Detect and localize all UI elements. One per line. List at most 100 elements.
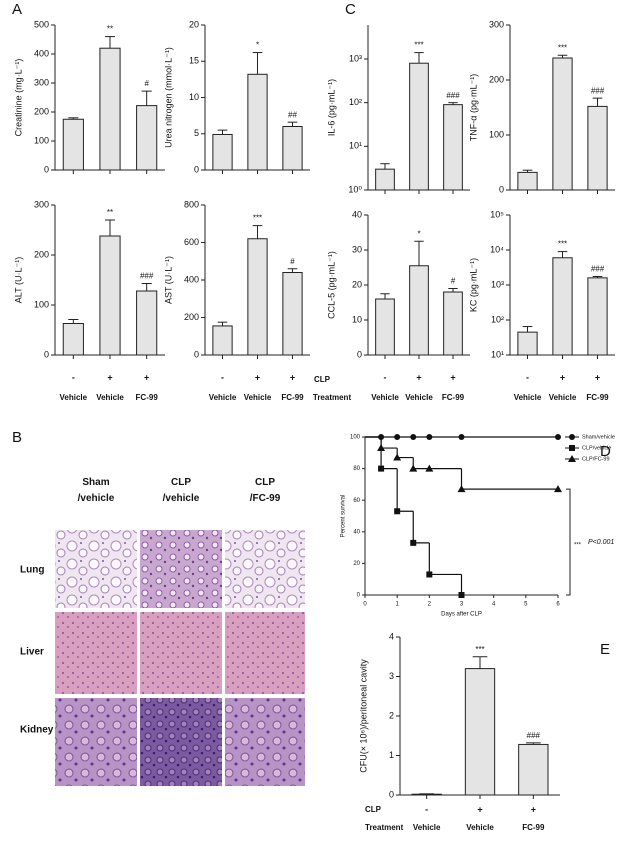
significance-label: *** xyxy=(558,43,567,52)
clp-sign: + xyxy=(416,372,421,382)
marker xyxy=(426,571,433,578)
treatment-label: Treatment xyxy=(313,393,352,402)
p-value: P<0.001 xyxy=(588,539,614,546)
clp-sign: + xyxy=(560,372,565,382)
bar xyxy=(282,126,303,171)
bar xyxy=(552,57,573,191)
clp-sign: + xyxy=(450,372,455,382)
y-tick-label: 60 xyxy=(353,498,360,504)
panel-letter: E xyxy=(600,641,610,658)
y-tick-label: 2 xyxy=(389,710,394,720)
x-tick-label: FC-99 xyxy=(586,393,609,402)
y-tick-label: 100 xyxy=(350,435,361,441)
bar-chart: 10⁰ 10¹ 10² 10³ IL-6 (pg·mL⁻¹) *** ### xyxy=(326,25,470,194)
legend-label: CLP/vehicle xyxy=(582,445,611,451)
y-tick-label: 10 xyxy=(189,92,199,102)
y-tick-label: 40 xyxy=(352,209,362,219)
marker xyxy=(555,434,561,440)
y-tick-label: 10² xyxy=(491,314,504,324)
y-tick-label: 10¹ xyxy=(491,349,504,359)
bar xyxy=(99,47,121,171)
marker xyxy=(457,485,466,493)
y-axis-label: AST (U·L⁻¹) xyxy=(163,256,173,304)
marker xyxy=(393,453,402,461)
y-tick-label: 10⁴ xyxy=(490,244,504,254)
significance-label: ### xyxy=(591,86,605,95)
y-tick-label: 30 xyxy=(352,244,362,254)
x-tick-label: Vehicle xyxy=(549,393,577,402)
y-axis-label: Urea nitrogen (mmol·L⁻¹) xyxy=(163,47,173,148)
image-liver-sham xyxy=(55,612,137,694)
bar xyxy=(247,238,268,356)
y-tick-label: 0 xyxy=(499,184,504,194)
bar xyxy=(587,105,608,191)
marker xyxy=(378,465,385,472)
panel-letter: C xyxy=(345,1,356,18)
x-tick-label: FC-99 xyxy=(136,393,159,402)
clp-sign: - xyxy=(526,372,529,382)
legend-label: CLP/FC-99 xyxy=(582,456,610,462)
clp-label: CLP xyxy=(314,375,331,384)
x-tick-label: Vehicle xyxy=(466,823,494,832)
y-axis-label: ALT (U·L⁻¹) xyxy=(13,257,23,303)
bar xyxy=(411,793,442,796)
bar xyxy=(587,277,608,356)
bar-chart: 0 100 200 300 ALT (U·L⁻¹) - Vehicle ** + Vehicle #… xyxy=(13,199,165,402)
bar xyxy=(464,668,496,796)
x-tick-label: Vehicle xyxy=(209,393,237,402)
clp-sign: + xyxy=(290,372,295,382)
y-tick-label: 15 xyxy=(189,56,199,66)
image-kidney-sham xyxy=(55,698,137,786)
image-liver-fc99 xyxy=(225,612,305,694)
y-tick-label: 0 xyxy=(389,789,394,799)
y-tick-label: 400 xyxy=(184,274,199,284)
significance-label: * xyxy=(417,229,420,238)
y-axis-label: CFU(× 10⁶)/peritoneal cavity xyxy=(358,659,368,773)
y-axis-label: TNF-α (pg·mL⁻¹) xyxy=(468,74,478,141)
y-tick-label: 20 xyxy=(189,19,199,29)
y-tick-label: 40 xyxy=(353,529,360,535)
row-label: Kidney xyxy=(20,725,54,736)
x-tick-label: 5 xyxy=(524,602,528,608)
x-tick-label: Vehicle xyxy=(96,393,124,402)
y-tick-label: 10² xyxy=(349,97,362,107)
y-tick-label: 10⁰ xyxy=(348,184,362,194)
x-tick-label: 2 xyxy=(428,602,432,608)
column-header: CLP/vehicle xyxy=(163,477,200,504)
y-tick-label: 200 xyxy=(184,312,199,322)
y-tick-label: 0 xyxy=(44,164,49,174)
x-tick-label: 4 xyxy=(492,602,496,608)
y-tick-label: 800 xyxy=(184,199,199,209)
significance-label: ### xyxy=(140,272,154,281)
bar xyxy=(282,272,303,356)
y-tick-label: 10³ xyxy=(349,53,362,63)
survival-chart: 0 20 40 60 80 100 0 1 2 3 4 5 6 Days after CLP Percent… xyxy=(341,434,615,618)
clp-sign: + xyxy=(144,372,149,382)
clp-sign: - xyxy=(72,372,75,382)
y-tick-label: 300 xyxy=(34,77,49,87)
bar xyxy=(443,291,463,356)
x-tick-label: Vehicle xyxy=(413,823,441,832)
y-tick-label: 0 xyxy=(44,349,49,359)
bar xyxy=(517,171,538,191)
bar xyxy=(99,235,121,356)
significance-label: ** xyxy=(107,25,113,34)
significance-bracket xyxy=(566,488,571,596)
y-axis-label: Creatinine (mg·L⁻¹) xyxy=(13,59,23,137)
bar-chart: 0 10 20 30 40 CCL-5 (pg·mL⁻¹) - Vehicle * + Vehicl… xyxy=(326,209,470,402)
significance-label: *** xyxy=(574,543,582,549)
y-tick-label: 10³ xyxy=(491,279,504,289)
marker xyxy=(458,592,465,598)
y-tick-label: 200 xyxy=(34,249,49,259)
x-tick-label: 3 xyxy=(460,602,464,608)
legend-label: Sham/vehicle xyxy=(582,434,615,440)
y-tick-label: 80 xyxy=(353,466,360,472)
bar xyxy=(212,325,233,356)
image-lung-sham xyxy=(55,530,137,608)
y-tick-label: 500 xyxy=(34,19,49,29)
significance-label: # xyxy=(144,79,149,88)
bar-chart: 0 1 2 3 4 CFU(× 10⁶)/peritoneal cavity - Vehicl… xyxy=(358,631,560,832)
clp-sign: + xyxy=(531,804,536,814)
clp-sign: + xyxy=(477,804,482,814)
